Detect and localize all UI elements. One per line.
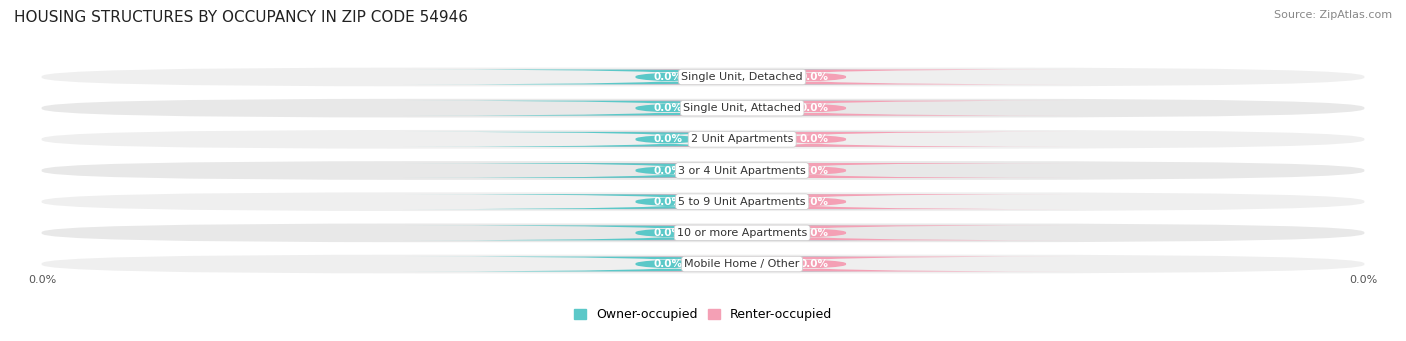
Text: 0.0%: 0.0% <box>28 275 56 285</box>
Text: 0.0%: 0.0% <box>799 197 828 207</box>
FancyBboxPatch shape <box>42 68 1364 86</box>
FancyBboxPatch shape <box>404 70 932 85</box>
FancyBboxPatch shape <box>404 256 932 271</box>
FancyBboxPatch shape <box>550 256 1078 271</box>
Text: 0.0%: 0.0% <box>654 259 682 269</box>
FancyBboxPatch shape <box>42 192 1364 211</box>
FancyBboxPatch shape <box>550 132 1078 147</box>
Text: 0.0%: 0.0% <box>654 165 682 176</box>
FancyBboxPatch shape <box>404 132 932 147</box>
Text: Source: ZipAtlas.com: Source: ZipAtlas.com <box>1274 10 1392 20</box>
FancyBboxPatch shape <box>42 99 1364 118</box>
Text: 0.0%: 0.0% <box>799 165 828 176</box>
Text: 0.0%: 0.0% <box>654 103 682 113</box>
FancyBboxPatch shape <box>550 194 1078 209</box>
FancyBboxPatch shape <box>42 130 1364 149</box>
FancyBboxPatch shape <box>42 223 1364 242</box>
FancyBboxPatch shape <box>550 70 1078 85</box>
Text: 0.0%: 0.0% <box>654 197 682 207</box>
Text: 2 Unit Apartments: 2 Unit Apartments <box>690 134 793 144</box>
FancyBboxPatch shape <box>404 163 932 178</box>
Text: 0.0%: 0.0% <box>654 134 682 144</box>
Text: 0.0%: 0.0% <box>799 72 828 82</box>
FancyBboxPatch shape <box>550 163 1078 178</box>
FancyBboxPatch shape <box>550 101 1078 116</box>
Text: HOUSING STRUCTURES BY OCCUPANCY IN ZIP CODE 54946: HOUSING STRUCTURES BY OCCUPANCY IN ZIP C… <box>14 10 468 25</box>
FancyBboxPatch shape <box>42 255 1364 273</box>
Legend: Owner-occupied, Renter-occupied: Owner-occupied, Renter-occupied <box>574 308 832 321</box>
Text: 3 or 4 Unit Apartments: 3 or 4 Unit Apartments <box>678 165 806 176</box>
FancyBboxPatch shape <box>404 225 932 240</box>
Text: 0.0%: 0.0% <box>654 228 682 238</box>
Text: 5 to 9 Unit Apartments: 5 to 9 Unit Apartments <box>678 197 806 207</box>
Text: 0.0%: 0.0% <box>1350 275 1378 285</box>
Text: 0.0%: 0.0% <box>799 103 828 113</box>
Text: Single Unit, Attached: Single Unit, Attached <box>683 103 801 113</box>
FancyBboxPatch shape <box>550 225 1078 240</box>
FancyBboxPatch shape <box>404 101 932 116</box>
Text: 0.0%: 0.0% <box>799 259 828 269</box>
Text: 0.0%: 0.0% <box>799 228 828 238</box>
FancyBboxPatch shape <box>42 161 1364 180</box>
FancyBboxPatch shape <box>404 194 932 209</box>
Text: Mobile Home / Other: Mobile Home / Other <box>685 259 800 269</box>
Text: 0.0%: 0.0% <box>654 72 682 82</box>
Text: 10 or more Apartments: 10 or more Apartments <box>678 228 807 238</box>
Text: 0.0%: 0.0% <box>799 134 828 144</box>
Text: Single Unit, Detached: Single Unit, Detached <box>682 72 803 82</box>
